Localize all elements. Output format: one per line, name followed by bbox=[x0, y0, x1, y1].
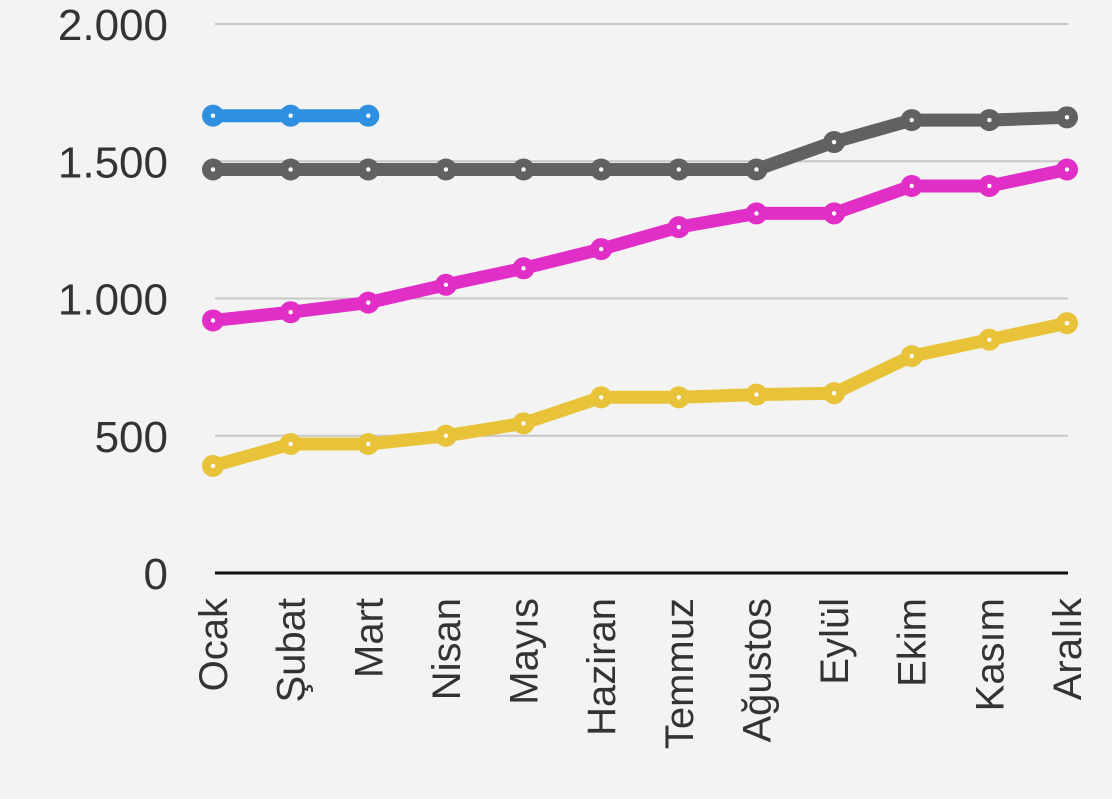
y-tick-label: 2.000 bbox=[58, 1, 168, 50]
series-line bbox=[206, 316, 1074, 473]
data-point-center bbox=[831, 391, 837, 396]
series-4 bbox=[202, 312, 1078, 477]
x-tick-label: Ocak bbox=[192, 597, 236, 691]
data-point-center bbox=[909, 117, 914, 123]
x-tick-label: Mart bbox=[347, 598, 391, 678]
series-2 bbox=[202, 106, 1078, 181]
series-lines bbox=[202, 104, 1078, 477]
series-line bbox=[206, 110, 1074, 176]
x-tick-label: Mayıs bbox=[503, 598, 547, 705]
x-tick-label: Nisan bbox=[425, 598, 469, 700]
data-point-center bbox=[443, 433, 449, 438]
data-point-center bbox=[909, 353, 914, 359]
data-point-center bbox=[754, 211, 759, 216]
data-point-center bbox=[1064, 321, 1070, 326]
y-axis-ticks: 0 500 1.000 1.500 2.000 bbox=[58, 1, 168, 599]
data-point-center bbox=[754, 392, 759, 397]
data-point-center bbox=[598, 395, 604, 400]
gridlines bbox=[215, 23, 1068, 437]
data-point-center bbox=[987, 337, 992, 342]
x-tick-label: Ağustos bbox=[735, 598, 779, 743]
data-point-center bbox=[443, 282, 449, 287]
data-point-center bbox=[676, 167, 682, 172]
x-tick-label: Haziran bbox=[580, 598, 624, 736]
series-3 bbox=[202, 158, 1078, 332]
data-point-center bbox=[521, 421, 526, 426]
data-point-center bbox=[288, 113, 293, 118]
data-point-center bbox=[210, 167, 216, 172]
data-point-center bbox=[210, 318, 216, 323]
data-point-center bbox=[987, 117, 992, 123]
data-point-center bbox=[598, 246, 604, 252]
data-point-center bbox=[366, 167, 371, 172]
data-point-center bbox=[288, 441, 293, 447]
data-point-center bbox=[754, 167, 759, 172]
y-tick-label: 0 bbox=[144, 550, 168, 599]
series-1 bbox=[202, 104, 380, 127]
data-point-center bbox=[1064, 167, 1070, 172]
data-point-center bbox=[598, 167, 604, 172]
data-point-center bbox=[288, 310, 293, 315]
data-point-center bbox=[521, 167, 526, 172]
data-point-center bbox=[366, 441, 371, 447]
x-tick-label: Temmuz bbox=[658, 598, 702, 749]
x-tick-label: Ekim bbox=[891, 598, 935, 687]
x-tick-label: Şubat bbox=[270, 598, 314, 703]
x-tick-label: Aralık bbox=[1046, 597, 1090, 700]
y-tick-label: 1.000 bbox=[58, 276, 168, 325]
y-tick-label: 500 bbox=[95, 413, 168, 462]
data-point-center bbox=[909, 183, 914, 189]
data-point-center bbox=[210, 113, 216, 118]
x-axis-ticks: Ocak Şubat Mart Nisan Mayıs Haziran Temmuz Ağus… bbox=[192, 597, 1090, 749]
data-point-center bbox=[443, 167, 449, 172]
data-point-center bbox=[366, 300, 371, 305]
data-point-center bbox=[210, 463, 216, 469]
data-point-center bbox=[676, 395, 682, 400]
y-tick-label: 1.500 bbox=[58, 138, 168, 187]
x-tick-label: Eylül bbox=[813, 598, 857, 685]
data-point-center bbox=[831, 139, 837, 145]
data-point-center bbox=[676, 224, 682, 230]
data-point-center bbox=[521, 266, 526, 271]
series-line bbox=[206, 163, 1074, 327]
x-tick-label: Kasım bbox=[968, 598, 1012, 711]
data-point-center bbox=[288, 167, 293, 172]
data-point-center bbox=[366, 113, 371, 118]
data-point-center bbox=[831, 211, 837, 216]
data-point-center bbox=[987, 183, 992, 189]
data-point-center bbox=[1064, 115, 1070, 120]
